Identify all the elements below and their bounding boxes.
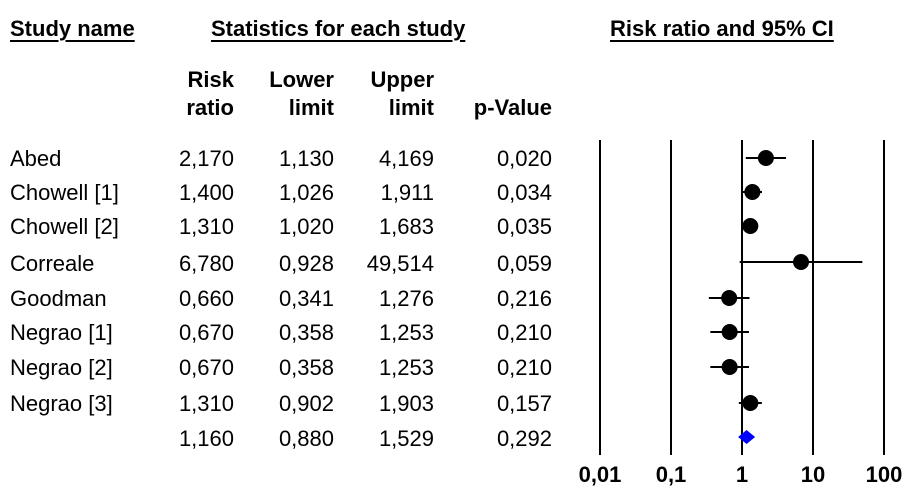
lower-limit-cell: 0,928: [278, 251, 334, 276]
lower-limit-cell: 0,358: [278, 355, 334, 380]
statistics-header: Statistics for each study: [211, 16, 466, 41]
point-estimate-marker: [742, 395, 759, 411]
point-estimate-marker: [757, 150, 774, 166]
upper-limit-cell: 1,253: [378, 320, 434, 345]
p-value-header-line2: p-Value: [473, 95, 552, 120]
x-tick-label: 10: [801, 462, 825, 487]
risk-ratio-cell: 0,670: [178, 355, 234, 380]
x-tick-label: 0,1: [656, 462, 687, 487]
upper-limit-cell: 1,683: [378, 214, 434, 239]
risk-ratio-cell: 0,670: [178, 320, 234, 345]
lower-limit-cell: 1,020: [278, 214, 334, 239]
lower-limit-cell: 1,026: [278, 180, 334, 205]
x-tick-label: 0,01: [579, 462, 622, 487]
upper-limit-cell: 1,276: [378, 286, 434, 311]
lower-limit-cell: 0,902: [278, 391, 334, 416]
study-name-cell: Negrao [2]: [10, 355, 113, 380]
risk-ratio-cell: 1,310: [178, 214, 234, 239]
x-tick-label: 1: [736, 462, 748, 487]
risk-ratio-cell: 1,160: [178, 426, 234, 451]
lower-limit-cell: 0,341: [278, 286, 334, 311]
p-value-cell: 0,157: [496, 391, 552, 416]
lower-limit-cell: 1,130: [278, 146, 334, 171]
upper-limit-cell: 49,514: [366, 251, 434, 276]
lower-limit-header-line2: limit: [288, 95, 334, 120]
upper-limit-column-header: Upper limit: [346, 66, 434, 122]
risk-ratio-cell: 1,400: [178, 180, 234, 205]
risk-ratio-header-line1: Risk: [187, 67, 234, 92]
study-name-cell: Correale: [10, 251, 95, 276]
study-name-cell: Chowell [2]: [10, 214, 119, 239]
risk-ratio-header-line2: ratio: [186, 95, 234, 120]
p-value-cell: 0,034: [496, 180, 552, 205]
study-name-cell: Negrao [1]: [10, 320, 113, 345]
p-value-cell: 0,210: [496, 355, 552, 380]
p-value-cell: 0,035: [496, 214, 552, 239]
lower-limit-cell: 0,358: [278, 320, 334, 345]
upper-limit-header-line1: Upper: [370, 67, 434, 92]
upper-limit-cell: 4,169: [378, 146, 434, 171]
study-name-cell: Negrao [3]: [10, 391, 113, 416]
lower-limit-cell: 0,880: [278, 426, 334, 451]
risk-ratio-cell: 1,310: [178, 391, 234, 416]
p-value-cell: 0,020: [496, 146, 552, 171]
p-value-cell: 0,059: [496, 251, 552, 276]
study-name-header: Study name: [10, 16, 135, 41]
point-estimate-marker: [721, 324, 738, 340]
risk-ratio-cell: 6,780: [178, 251, 234, 276]
x-tick-label: 100: [866, 462, 903, 487]
upper-limit-header-line2: limit: [388, 95, 434, 120]
point-estimate-marker: [744, 184, 761, 200]
p-value-cell: 0,210: [496, 320, 552, 345]
study-name-cell: Abed: [10, 146, 62, 171]
lower-limit-column-header: Lower limit: [250, 66, 334, 122]
p-value-column-header: p-Value: [450, 66, 552, 122]
point-estimate-marker: [793, 254, 810, 270]
p-value-cell: 0,292: [496, 426, 552, 451]
point-estimate-marker: [721, 290, 738, 306]
upper-limit-cell: 1,911: [380, 180, 434, 205]
upper-limit-cell: 1,253: [378, 355, 434, 380]
risk-ratio-column-header: Risk ratio: [160, 66, 234, 122]
point-estimate-marker: [721, 359, 738, 375]
point-estimate-marker: [742, 218, 759, 234]
risk-ratio-cell: 2,170: [178, 146, 234, 171]
risk-ratio-cell: 0,660: [178, 286, 234, 311]
upper-limit-cell: 1,903: [378, 391, 434, 416]
study-name-cell: Chowell [1]: [10, 180, 119, 205]
upper-limit-cell: 1,529: [378, 426, 434, 451]
plot-header: Risk ratio and 95% CI: [610, 16, 834, 41]
study-name-cell: Goodman: [10, 286, 107, 311]
p-value-cell: 0,216: [496, 286, 552, 311]
summary-diamond: [738, 430, 756, 444]
lower-limit-header-line1: Lower: [269, 67, 334, 92]
